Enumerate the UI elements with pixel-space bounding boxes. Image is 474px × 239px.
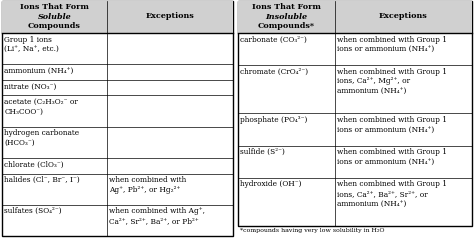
Text: when combined with Group 1
ions or ammonium (NH₄⁺): when combined with Group 1 ions or ammon… — [337, 116, 447, 134]
Text: ammonium (NH₄⁺): ammonium (NH₄⁺) — [4, 67, 74, 75]
Bar — [238, 1, 472, 226]
Text: Compounds: Compounds — [28, 22, 81, 30]
Text: when combined with Group 1
ions, Ca²⁺, Ba²⁺, Sr²⁺, or
ammonium (NH₄⁺): when combined with Group 1 ions, Ca²⁺, B… — [337, 180, 447, 208]
Text: hydrogen carbonate
(HCO₃⁻): hydrogen carbonate (HCO₃⁻) — [4, 129, 80, 147]
Text: chromate (CrO₄²⁻): chromate (CrO₄²⁻) — [240, 68, 309, 76]
Text: carbonate (CO₃²⁻): carbonate (CO₃²⁻) — [240, 36, 307, 43]
Text: sulfide (S²⁻): sulfide (S²⁻) — [240, 148, 285, 156]
Text: chlorate (ClO₃⁻): chlorate (ClO₃⁻) — [4, 160, 64, 168]
Bar — [2, 1, 233, 236]
Text: Soluble: Soluble — [37, 13, 72, 21]
Text: Insoluble: Insoluble — [265, 13, 308, 21]
Text: halides (Cl⁻, Br⁻, I⁻): halides (Cl⁻, Br⁻, I⁻) — [4, 176, 80, 184]
Text: *compounds having very low solubility in H₂O: *compounds having very low solubility in… — [240, 228, 385, 233]
Text: Group 1 ions
(Li⁺, Na⁺, etc.): Group 1 ions (Li⁺, Na⁺, etc.) — [4, 36, 59, 53]
Text: when combined with
Ag⁺, Pb²⁺, or Hg₂²⁺: when combined with Ag⁺, Pb²⁺, or Hg₂²⁺ — [109, 176, 187, 194]
Text: sulfates (SO₄²⁻): sulfates (SO₄²⁻) — [4, 207, 62, 215]
Text: when combined with Group 1
ions or ammonium (NH₄⁺): when combined with Group 1 ions or ammon… — [337, 148, 447, 166]
Text: acetate (C₂H₃O₂⁻ or
CH₃COO⁻): acetate (C₂H₃O₂⁻ or CH₃COO⁻) — [4, 98, 78, 116]
Text: phosphate (PO₄³⁻): phosphate (PO₄³⁻) — [240, 116, 308, 124]
Bar — [2, 1, 233, 33]
Text: Ions That Form: Ions That Form — [252, 3, 321, 11]
Text: hydroxide (OH⁻): hydroxide (OH⁻) — [240, 180, 302, 188]
Text: Compounds*: Compounds* — [258, 22, 315, 30]
Text: when combined with Group 1
ions, Ca²⁺, Mg²⁺, or
ammonium (NH₄⁺): when combined with Group 1 ions, Ca²⁺, M… — [337, 68, 447, 95]
Text: when combined with Group 1
ions or ammonium (NH₄⁺): when combined with Group 1 ions or ammon… — [337, 36, 447, 53]
Text: Ions That Form: Ions That Form — [20, 3, 89, 11]
Text: nitrate (NO₃⁻): nitrate (NO₃⁻) — [4, 82, 57, 90]
Text: when combined with Ag⁺,
Ca²⁺, Sr²⁺, Ba²⁺, or Pb²⁺: when combined with Ag⁺, Ca²⁺, Sr²⁺, Ba²⁺… — [109, 207, 206, 225]
Bar — [238, 1, 472, 33]
Text: Exceptions: Exceptions — [146, 12, 194, 20]
Text: Exceptions: Exceptions — [379, 12, 428, 20]
